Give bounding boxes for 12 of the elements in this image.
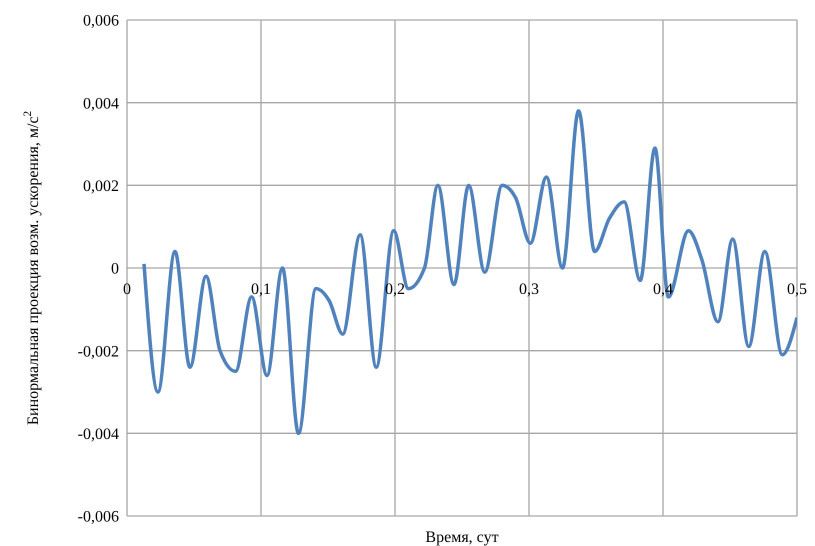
y-tick-label: -0,002 xyxy=(78,343,119,360)
y-tick-label: -0,004 xyxy=(78,426,119,444)
y-tick-label: 0,004 xyxy=(83,95,119,112)
y-tick-label: 0,002 xyxy=(83,178,119,196)
x-tick-label: 0,3 xyxy=(519,281,539,298)
x-tick-label: 0 xyxy=(123,281,131,298)
y-tick-label: 0 xyxy=(111,260,119,278)
x-axis-title: Время, сут xyxy=(425,529,499,546)
x-tick-label: 0,5 xyxy=(787,281,807,298)
y-tick-label: -0,006 xyxy=(78,508,119,526)
y-tick-label: 0,006 xyxy=(83,12,119,30)
x-tick-label: 0,1 xyxy=(251,281,271,298)
